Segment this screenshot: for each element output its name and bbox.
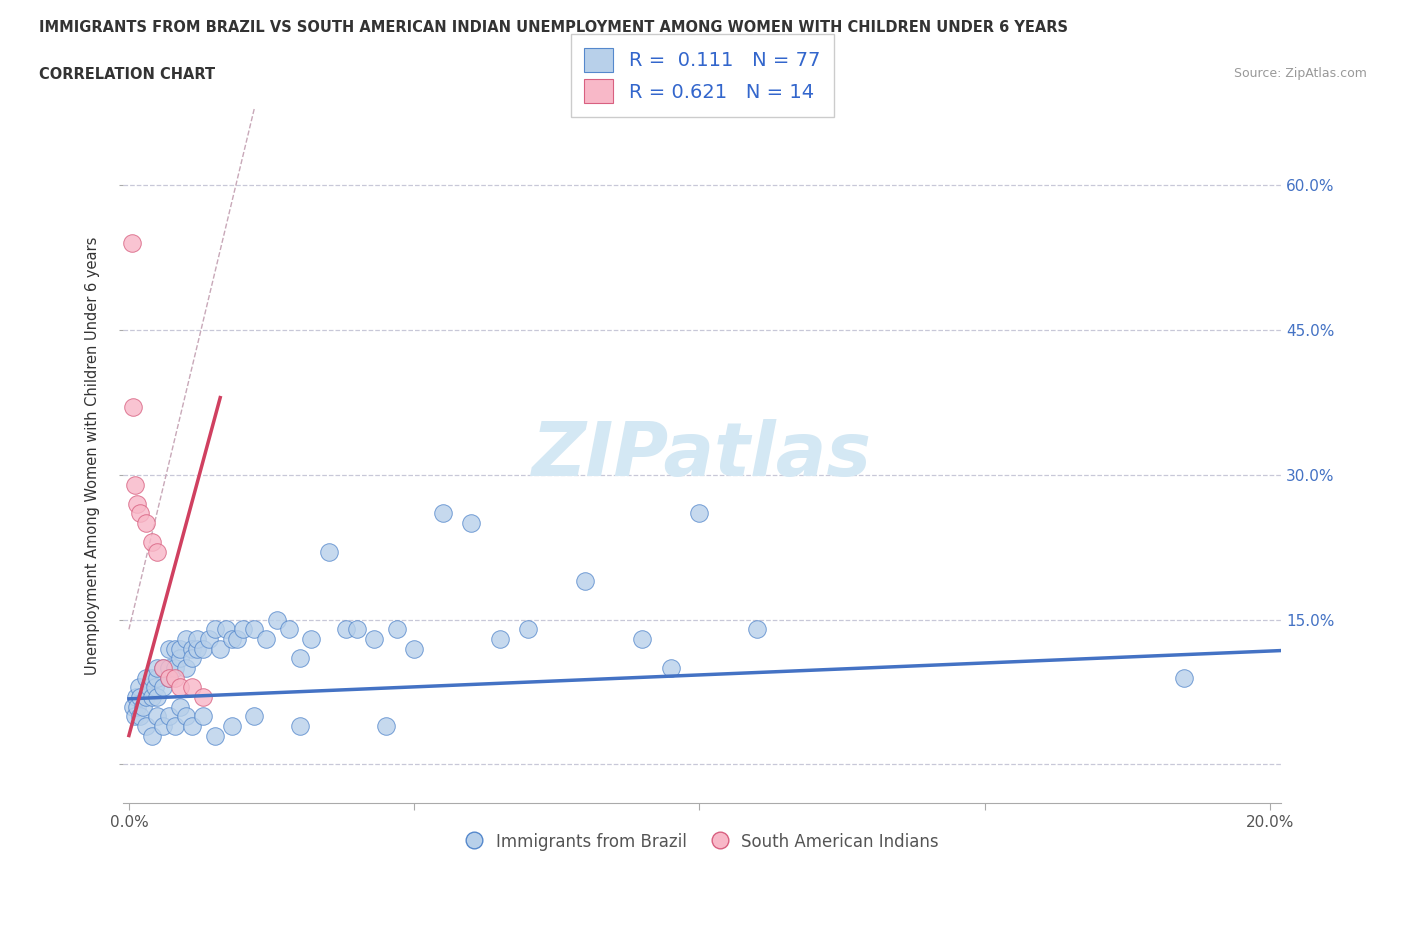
Point: [138, 680, 160, 695]
Point: [124, 477, 146, 492]
Point: [254, 631, 277, 646]
Point: [277, 622, 299, 637]
Point: [335, 622, 357, 637]
Point: [127, 497, 149, 512]
Point: [135, 671, 157, 685]
Point: [174, 709, 197, 724]
Point: [157, 709, 180, 724]
Point: [135, 515, 157, 530]
Point: [209, 641, 232, 656]
Point: [191, 709, 214, 724]
Point: [152, 660, 174, 675]
Point: [163, 671, 186, 685]
Point: [288, 718, 311, 733]
Point: [152, 660, 174, 675]
Point: [204, 728, 226, 743]
Point: [146, 660, 169, 675]
Point: [243, 622, 266, 637]
Point: [146, 545, 169, 560]
Point: [141, 689, 163, 704]
Point: [204, 622, 226, 637]
Point: [127, 699, 149, 714]
Point: [129, 709, 152, 724]
Point: [152, 718, 174, 733]
Point: [221, 631, 243, 646]
Point: [186, 641, 208, 656]
Point: [163, 660, 186, 675]
Point: [745, 622, 768, 637]
Point: [191, 641, 214, 656]
Text: CORRELATION CHART: CORRELATION CHART: [39, 67, 215, 82]
Point: [288, 651, 311, 666]
Point: [385, 622, 408, 637]
Point: [186, 631, 208, 646]
Point: [135, 718, 157, 733]
Text: Source: ZipAtlas.com: Source: ZipAtlas.com: [1233, 67, 1367, 80]
Point: [157, 671, 180, 685]
Point: [266, 612, 288, 627]
Point: [157, 671, 180, 685]
Text: IMMIGRANTS FROM BRAZIL VS SOUTH AMERICAN INDIAN UNEMPLOYMENT AMONG WOMEN WITH CH: IMMIGRANTS FROM BRAZIL VS SOUTH AMERICAN…: [39, 20, 1069, 35]
Point: [374, 718, 396, 733]
Point: [460, 515, 482, 530]
Point: [318, 545, 340, 560]
Point: [221, 718, 243, 733]
Point: [688, 506, 710, 521]
Point: [169, 680, 191, 695]
Point: [163, 718, 186, 733]
Point: [488, 631, 510, 646]
Point: [157, 660, 180, 675]
Point: [198, 631, 221, 646]
Point: [132, 699, 155, 714]
Point: [232, 622, 254, 637]
Point: [157, 641, 180, 656]
Point: [180, 680, 202, 695]
Point: [146, 709, 169, 724]
Point: [243, 709, 266, 724]
Point: [141, 671, 163, 685]
Point: [122, 699, 145, 714]
Point: [129, 689, 152, 704]
Point: [215, 622, 238, 637]
Point: [174, 631, 197, 646]
Point: [141, 728, 163, 743]
Point: [346, 622, 368, 637]
Point: [169, 699, 191, 714]
Legend: Immigrants from Brazil, South American Indians: Immigrants from Brazil, South American I…: [458, 826, 946, 857]
Point: [659, 660, 682, 675]
Point: [180, 651, 202, 666]
Point: [404, 641, 426, 656]
Point: [152, 680, 174, 695]
Point: [631, 631, 654, 646]
Point: [174, 660, 197, 675]
Point: [143, 680, 166, 695]
Point: [517, 622, 540, 637]
Point: [169, 641, 191, 656]
Point: [128, 680, 150, 695]
Point: [129, 506, 152, 521]
Point: [146, 689, 169, 704]
Point: [146, 671, 169, 685]
Point: [363, 631, 385, 646]
Point: [432, 506, 454, 521]
Point: [125, 689, 148, 704]
Point: [135, 689, 157, 704]
Point: [122, 400, 145, 415]
Point: [124, 709, 146, 724]
Y-axis label: Unemployment Among Women with Children Under 6 years: Unemployment Among Women with Children U…: [86, 236, 100, 675]
Point: [574, 574, 596, 589]
Point: [121, 235, 143, 250]
Point: [191, 689, 214, 704]
Point: [169, 651, 191, 666]
Point: [301, 631, 323, 646]
Point: [163, 641, 186, 656]
Point: [141, 535, 163, 550]
Text: ZIPatlas: ZIPatlas: [533, 419, 872, 492]
Point: [180, 641, 202, 656]
Point: [1173, 671, 1195, 685]
Point: [180, 718, 202, 733]
Point: [226, 631, 249, 646]
